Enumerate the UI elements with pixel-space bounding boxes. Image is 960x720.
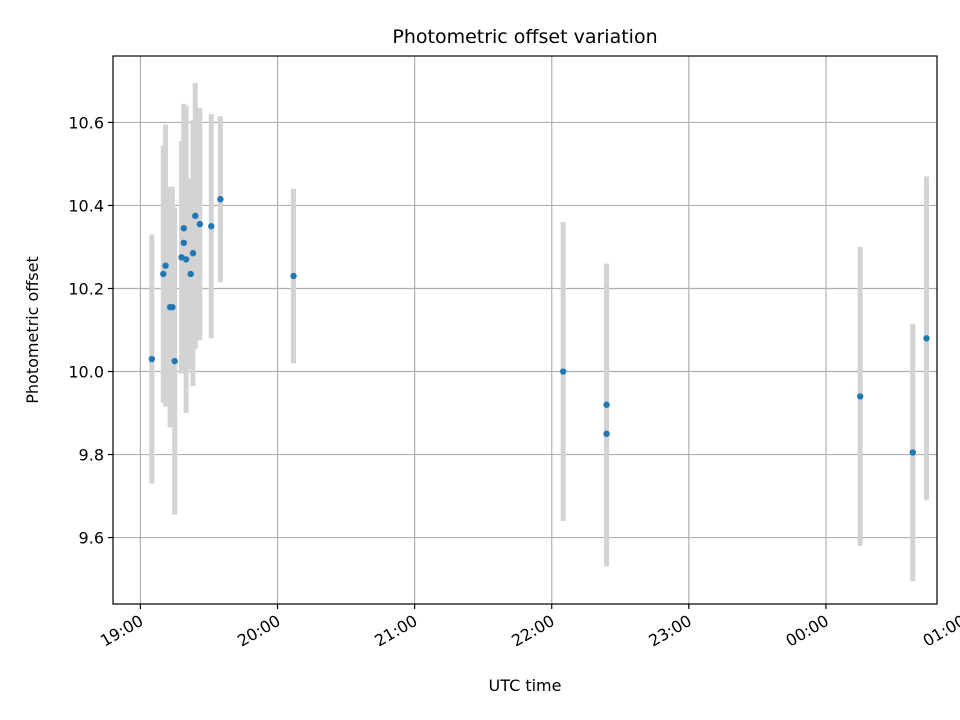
y-tick-label: 9.8 — [79, 446, 104, 465]
y-tick-label: 10.0 — [68, 363, 104, 382]
y-tick-label: 10.2 — [68, 279, 104, 298]
x-axis-label: UTC time — [489, 676, 562, 695]
plot-area — [113, 56, 937, 604]
data-point — [192, 212, 199, 220]
y-tick-label: 9.6 — [79, 529, 104, 548]
y-axis-ticks: 9.6 9.8 10.0 10.2 10.4 10.6 — [68, 113, 113, 548]
data-point — [160, 270, 167, 278]
y-axis-label: Photometric offset — [23, 256, 42, 404]
data-point — [559, 368, 567, 375]
data-point — [208, 223, 215, 230]
data-point — [909, 449, 916, 456]
grid-lines — [113, 56, 937, 604]
data-point — [171, 357, 178, 365]
chart-title: Photometric offset variation — [392, 26, 657, 48]
data-point — [148, 355, 156, 363]
data-point — [180, 239, 188, 247]
data-point — [857, 393, 864, 400]
data-point — [182, 256, 190, 263]
data-point — [169, 303, 176, 311]
data-point — [290, 272, 297, 280]
data-point — [187, 270, 194, 278]
data-point — [923, 335, 930, 342]
data-point — [162, 262, 169, 269]
data-point — [217, 196, 224, 203]
data-point — [603, 401, 610, 408]
data-point — [180, 225, 188, 232]
data-point — [603, 430, 610, 437]
data-point — [196, 220, 204, 228]
y-tick-label: 10.6 — [68, 113, 104, 132]
data-points — [148, 196, 930, 456]
data-point — [189, 249, 197, 257]
y-tick-label: 10.4 — [68, 196, 104, 215]
plot-frame — [112, 55, 938, 605]
